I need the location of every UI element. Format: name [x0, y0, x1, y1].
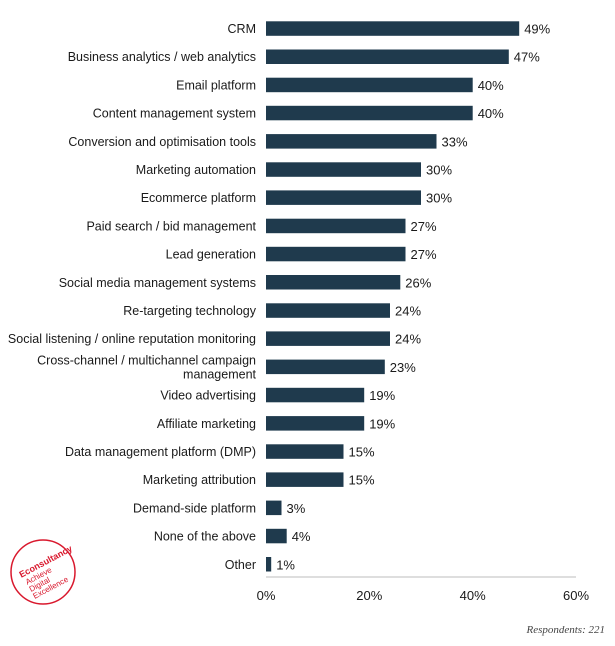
category-label: Re-targeting technology — [123, 304, 256, 318]
bar — [266, 21, 520, 36]
category-label: Data management platform (DMP) — [65, 445, 256, 459]
value-label: 23% — [390, 360, 416, 375]
value-label: 40% — [478, 78, 504, 93]
value-label: 26% — [405, 275, 431, 290]
bar — [266, 190, 421, 205]
value-label: 4% — [292, 529, 311, 544]
bar — [266, 387, 365, 403]
value-label: 24% — [395, 332, 421, 347]
category-label: Social listening / online reputation mon… — [8, 332, 256, 346]
value-label: 19% — [369, 416, 395, 431]
value-label: 49% — [524, 22, 550, 37]
bar — [266, 331, 390, 346]
bar — [266, 218, 406, 234]
respondents-note: Respondents: 221 — [526, 624, 605, 636]
value-label: 30% — [426, 191, 452, 206]
bars — [266, 21, 520, 572]
category-label: Social media management systems — [59, 276, 256, 290]
category-label: Paid search / bid management — [86, 219, 256, 233]
bar — [266, 444, 344, 459]
value-label: 3% — [287, 501, 306, 516]
category-label: None of the above — [154, 530, 256, 544]
category-label: Demand-side platform — [133, 501, 256, 515]
bar — [266, 303, 390, 318]
bar — [266, 416, 365, 431]
x-tick-label: 60% — [563, 588, 589, 603]
category-label: Marketing automation — [136, 163, 256, 177]
econsultancy-logo: Econsultancy Achieve Digital Excellence — [8, 537, 78, 612]
bar — [266, 472, 344, 487]
category-label: Marketing attribution — [143, 473, 256, 487]
value-label: 47% — [514, 50, 540, 65]
bar — [266, 162, 421, 177]
value-label: 33% — [442, 134, 468, 149]
category-label: Video advertising — [160, 389, 256, 403]
bar — [266, 105, 473, 121]
x-tick-label: 0% — [257, 588, 276, 603]
bar — [266, 500, 282, 516]
bar — [266, 557, 272, 572]
bar — [266, 246, 406, 262]
value-label: 27% — [411, 247, 437, 262]
category-label: Content management system — [93, 107, 256, 121]
category-label: Cross-channel / multichannel campaign man… — [37, 353, 256, 381]
category-label: Ecommerce platform — [141, 191, 256, 205]
category-label: Lead generation — [166, 248, 256, 262]
bar — [266, 359, 385, 375]
bar — [266, 134, 437, 149]
bar — [266, 49, 509, 64]
x-axis-ticks: 0% 20% 40% 60% — [257, 588, 590, 603]
value-label: 15% — [349, 473, 375, 488]
bar — [266, 275, 401, 290]
category-label: CRM — [228, 22, 256, 36]
value-label: 30% — [426, 163, 452, 178]
value-label: 19% — [369, 388, 395, 403]
category-label: Business analytics / web analytics — [68, 50, 256, 64]
value-label: 1% — [276, 557, 295, 572]
category-label: Other — [225, 558, 256, 572]
bar — [266, 77, 473, 93]
value-labels: 49% 47% 40% 40% 33% 30% 30% 27% 27% 26% 24% 24% 23% 1… — [276, 22, 550, 573]
value-label: 24% — [395, 304, 421, 319]
x-tick-label: 20% — [356, 588, 382, 603]
category-label: Affiliate marketing — [157, 417, 256, 431]
value-label: 27% — [411, 219, 437, 234]
category-label: Conversion and optimisation tools — [68, 135, 256, 149]
category-label: Email platform — [176, 78, 256, 92]
x-tick-label: 40% — [460, 588, 486, 603]
value-label: 15% — [349, 445, 375, 460]
value-label: 40% — [478, 106, 504, 121]
bar — [266, 528, 287, 544]
category-labels: CRM Business analytics / web analytics Ema… — [8, 22, 257, 572]
